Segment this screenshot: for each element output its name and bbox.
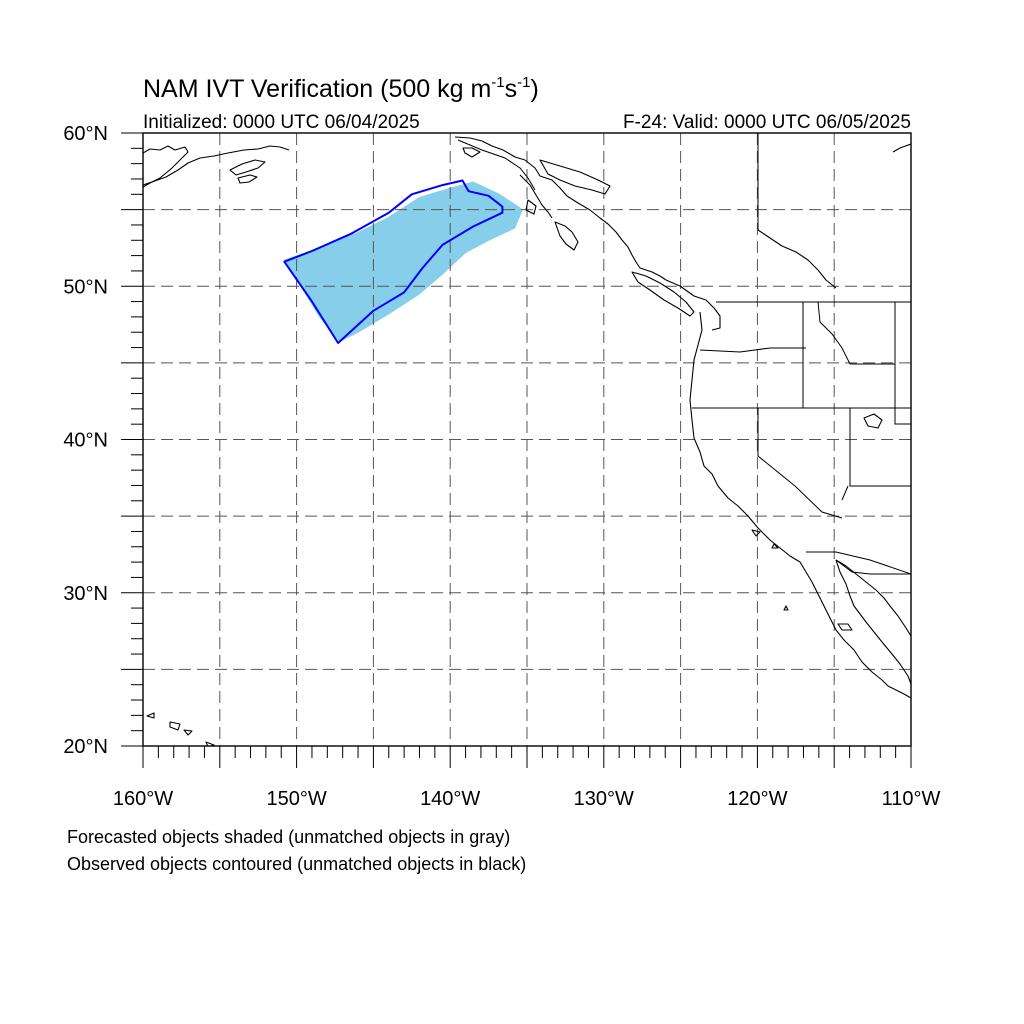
latitude-label: 20°N (63, 736, 108, 758)
longitude-label: 120°W (727, 788, 787, 810)
longitude-label: 160°W (113, 788, 173, 810)
longitude-labels: 160°W 150°W 140°W 130°W 120°W 110°W (113, 788, 941, 810)
longitude-label: 110°W (882, 788, 941, 810)
longitude-label: 150°W (266, 788, 326, 810)
latitude-label: 50°N (63, 276, 108, 298)
axis-ticks (121, 132, 912, 768)
longitude-label: 140°W (420, 788, 480, 810)
figure-title: NAM IVT Verification (500 kg m-1s-1) (143, 74, 539, 103)
longitude-label: 130°W (574, 788, 634, 810)
latitude-labels: 60°N 50°N 40°N 30°N 20°N (63, 123, 108, 758)
latitude-label: 40°N (63, 430, 108, 452)
forecast-object (283, 181, 524, 343)
latitude-label: 30°N (63, 583, 108, 605)
latitude-label: 60°N (63, 123, 108, 145)
coastlines (143, 136, 911, 746)
init-time-label: Initialized: 0000 UTC 06/04/2025 (143, 112, 420, 133)
footnote-forecast: Forecasted objects shaded (unmatched obj… (67, 827, 510, 847)
gridlines (143, 133, 911, 746)
observed-object (283, 179, 504, 344)
map-panel (143, 133, 911, 746)
valid-time-label: F-24: Valid: 0000 UTC 06/05/2025 (623, 112, 911, 133)
political-borders (457, 133, 911, 575)
footnote-observed: Observed objects contoured (unmatched ob… (67, 854, 526, 874)
